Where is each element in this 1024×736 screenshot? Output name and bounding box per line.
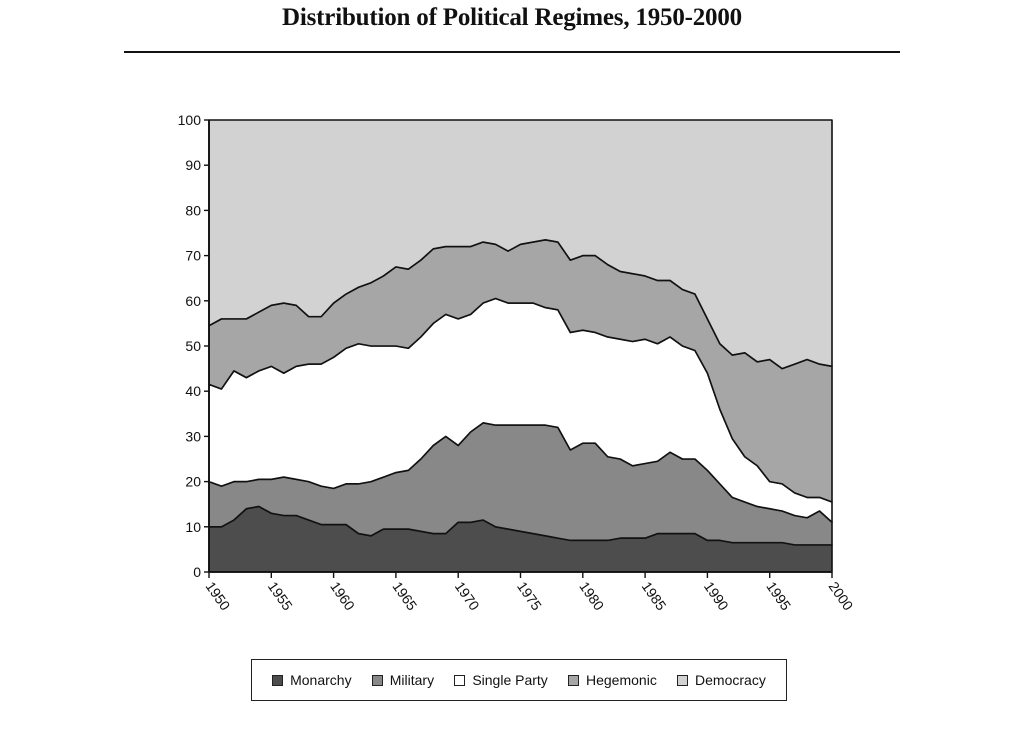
legend-item-military: Military <box>371 672 435 688</box>
legend-label-hegemonic: Hegemonic <box>586 672 657 688</box>
x-tick-label-1965: 1965 <box>389 579 420 614</box>
legend-label-democracy: Democracy <box>695 672 766 688</box>
legend-swatch-monarchy <box>272 674 284 686</box>
x-tick-label-1950: 1950 <box>203 579 234 614</box>
x-tick-label-1985: 1985 <box>639 579 670 614</box>
y-tick-label-60: 60 <box>185 293 201 309</box>
chart-title: Distribution of Political Regimes, 1950-… <box>282 4 742 31</box>
y-tick-label-100: 100 <box>178 112 202 128</box>
x-tick-label-1960: 1960 <box>327 579 358 614</box>
legend-swatch-democracy <box>677 674 689 686</box>
area-democracy <box>208 119 833 370</box>
legend-item-hegemonic: Hegemonic <box>568 672 657 688</box>
x-tick-label-1995: 1995 <box>763 579 794 614</box>
legend-label-military: Military <box>389 672 435 688</box>
y-tick-label-70: 70 <box>185 248 201 264</box>
legend-swatch-hegemonic <box>568 674 579 686</box>
y-tick-label-50: 50 <box>185 338 201 354</box>
x-tick-label-1955: 1955 <box>265 579 296 614</box>
y-tick-label-90: 90 <box>185 157 201 173</box>
x-tick-label-1970: 1970 <box>452 579 483 614</box>
x-tick-label-1975: 1975 <box>514 579 545 614</box>
legend-swatch-military <box>371 674 383 686</box>
legend-label-monarchy: Monarchy <box>290 672 352 688</box>
x-tick-label-2000: 2000 <box>826 579 857 614</box>
chart-legend: Monarchy Military Single Party Hegemonic… <box>251 659 787 701</box>
legend-label-single-party: Single Party <box>472 672 548 688</box>
y-tick-label-10: 10 <box>185 519 201 535</box>
legend-swatch-single-party <box>454 674 466 686</box>
y-tick-label-0: 0 <box>193 564 201 580</box>
y-tick-label-40: 40 <box>185 383 201 399</box>
legend-item-single-party: Single Party <box>454 672 548 688</box>
legend-item-monarchy: Monarchy <box>272 672 352 688</box>
title-underline <box>124 51 900 53</box>
x-tick-label-1980: 1980 <box>576 579 607 614</box>
x-tick-label-1990: 1990 <box>701 579 732 614</box>
y-tick-label-20: 20 <box>185 474 201 490</box>
legend-item-democracy: Democracy <box>677 672 766 688</box>
y-tick-label-80: 80 <box>185 202 201 218</box>
y-tick-label-30: 30 <box>185 428 201 444</box>
area-series-group <box>208 119 833 573</box>
